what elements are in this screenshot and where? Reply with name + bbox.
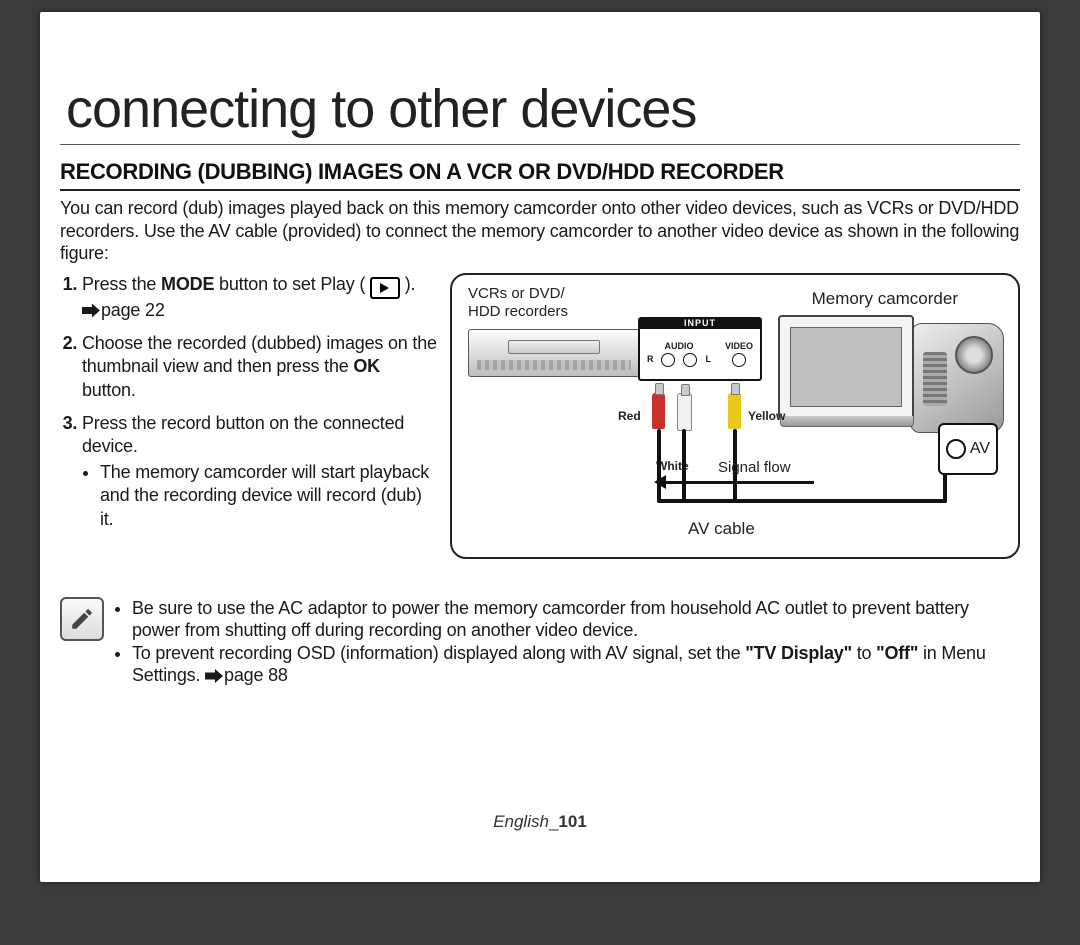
content-columns: Press the MODE button to set Play ( ). p… xyxy=(60,273,1020,559)
camcorder-label: Memory camcorder xyxy=(812,289,958,309)
note-icon xyxy=(60,597,104,641)
connection-diagram: VCRs or DVD/ HDD recorders Memory camcor… xyxy=(450,273,1020,559)
note-2: To prevent recording OSD (information) d… xyxy=(132,642,1020,687)
input-grid: AUDIO R L VIDEO xyxy=(640,329,760,379)
av-jack-label: AV xyxy=(970,440,990,458)
vcr-label-1: VCRs or DVD/ xyxy=(468,285,565,302)
input-panel: INPUT AUDIO R L VIDEO xyxy=(638,317,762,381)
video-jack-icon xyxy=(732,353,746,367)
vcr-device-icon xyxy=(468,329,640,377)
audio-l-label: L xyxy=(705,354,711,364)
yellow-label: Yellow xyxy=(748,409,785,423)
av-jack-ring-icon xyxy=(946,439,966,459)
rca-yellow-plug-icon xyxy=(728,393,741,429)
step-2-text-a: Choose the recorded (dubbed) images on t… xyxy=(82,333,437,376)
footer-lang: English xyxy=(493,812,549,831)
diagram-column: VCRs or DVD/ HDD recorders Memory camcor… xyxy=(450,273,1020,559)
audio-col: AUDIO R L xyxy=(647,341,711,367)
note-2-tv: "TV Display" xyxy=(745,643,852,663)
red-label: Red xyxy=(618,409,641,423)
step-1-text-c: ). xyxy=(400,274,415,294)
note-2-off: "Off" xyxy=(876,643,918,663)
footer-sep: _ xyxy=(549,812,558,831)
cable-trunk-icon xyxy=(657,499,947,503)
av-cable-label: AV cable xyxy=(688,519,755,539)
chapter-title: connecting to other devices xyxy=(60,12,1020,145)
camcorder-screen-icon xyxy=(778,315,914,419)
input-tab-label: INPUT xyxy=(640,318,760,328)
video-col: VIDEO xyxy=(725,341,753,367)
step-1-pageref: page 22 xyxy=(101,300,165,320)
step-3-text: Press the record button on the connected… xyxy=(82,413,404,456)
signal-flow-label: Signal flow xyxy=(718,459,791,476)
section-title: RECORDING (DUBBING) IMAGES ON A VCR OR D… xyxy=(60,151,1020,191)
page-ref-arrow-icon xyxy=(205,669,223,683)
step-1-text-b: button to set Play ( xyxy=(214,274,370,294)
av-jack-box: AV xyxy=(938,423,998,475)
step-2-text-b: button. xyxy=(82,380,136,400)
note-2-b: to xyxy=(852,643,876,663)
note-1: Be sure to use the AC adaptor to power t… xyxy=(132,597,1020,642)
footer-pagenum: 101 xyxy=(558,812,586,831)
cable-red-icon xyxy=(657,429,661,501)
note-section: Be sure to use the AC adaptor to power t… xyxy=(60,597,1020,687)
vcr-label-2: HDD recorders xyxy=(468,303,568,320)
play-mode-icon xyxy=(370,277,400,299)
step-1-text-a: Press the xyxy=(82,274,161,294)
steps-column: Press the MODE button to set Play ( ). p… xyxy=(60,273,438,559)
cable-white-icon xyxy=(682,429,686,501)
audio-r-label: R xyxy=(647,354,654,364)
step-3-sublist: The memory camcorder will start playback… xyxy=(82,461,438,531)
video-label: VIDEO xyxy=(725,341,753,351)
note-2-a: To prevent recording OSD (information) d… xyxy=(132,643,745,663)
step-3-sub: The memory camcorder will start playback… xyxy=(100,461,438,531)
pencil-note-icon xyxy=(69,606,95,632)
camcorder-device-icon xyxy=(778,315,1004,439)
manual-page: connecting to other devices RECORDING (D… xyxy=(40,12,1040,882)
rca-white-plug-icon xyxy=(677,393,692,431)
audio-r-jack-icon xyxy=(661,353,675,367)
note-list: Be sure to use the AC adaptor to power t… xyxy=(114,597,1020,687)
page-ref-arrow-icon xyxy=(82,304,100,318)
intro-paragraph: You can record (dub) images played back … xyxy=(60,197,1020,265)
page-footer: English_101 xyxy=(60,812,1020,832)
step-3: Press the record button on the connected… xyxy=(82,412,438,531)
camcorder-body-icon xyxy=(910,323,1004,433)
note-2-pageref: page 88 xyxy=(224,665,288,685)
step-2-ok: OK xyxy=(353,356,380,376)
step-1: Press the MODE button to set Play ( ). p… xyxy=(82,273,438,322)
cable-up-icon xyxy=(943,471,947,503)
rca-red-plug-icon xyxy=(652,393,665,429)
step-1-mode: MODE xyxy=(161,274,214,294)
audio-label: AUDIO xyxy=(647,341,711,351)
step-2: Choose the recorded (dubbed) images on t… xyxy=(82,332,438,402)
signal-flow-arrow-icon xyxy=(664,481,814,484)
steps-list: Press the MODE button to set Play ( ). p… xyxy=(60,273,438,532)
audio-l-jack-icon xyxy=(683,353,697,367)
